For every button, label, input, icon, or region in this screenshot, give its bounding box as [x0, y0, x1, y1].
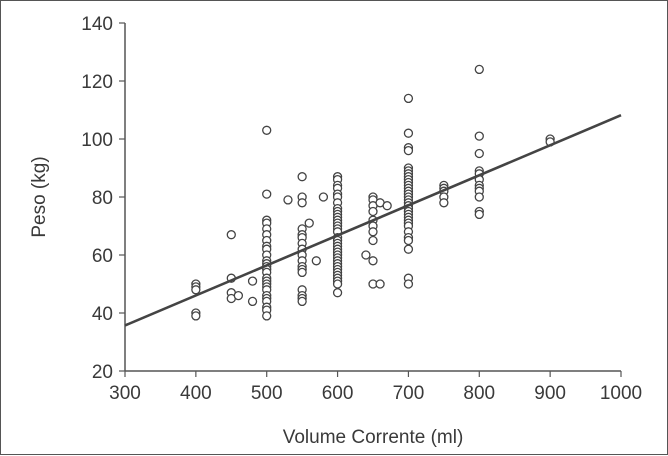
data-point — [403, 93, 414, 104]
data-point — [297, 172, 307, 182]
data-point — [403, 145, 414, 156]
data-point — [304, 218, 314, 228]
data-point — [283, 195, 293, 205]
data-point — [375, 279, 385, 289]
data-point — [403, 235, 414, 246]
data-point — [191, 285, 201, 295]
y-tick-label: 40 — [92, 304, 113, 325]
y-tick-label: 60 — [92, 246, 113, 267]
data-point — [311, 256, 321, 266]
data-point — [297, 296, 307, 307]
data-point — [247, 296, 258, 307]
x-tick-label: 300 — [109, 383, 141, 404]
data-point — [318, 192, 329, 202]
data-point — [474, 148, 484, 159]
data-point — [361, 250, 371, 260]
y-tick-label: 100 — [81, 130, 113, 151]
y-axis-title: Peso (kg) — [29, 156, 50, 237]
data-point — [262, 311, 272, 321]
data-point — [332, 288, 343, 298]
x-tick-label: 500 — [251, 383, 283, 404]
x-tick-label: 900 — [534, 383, 566, 404]
data-point — [474, 64, 484, 75]
trendline-group — [124, 114, 622, 327]
axis-ticks: 300 400 500 600 700 800 900 1000 20 40 60 80 100 120 1… — [81, 14, 642, 404]
trendline — [124, 114, 622, 327]
data-point — [368, 206, 378, 217]
x-tick-label: 600 — [322, 383, 354, 404]
data-point — [403, 279, 414, 289]
data-point — [403, 244, 414, 254]
data-point — [297, 267, 307, 278]
y-tick-label: 120 — [81, 72, 113, 93]
data-points — [191, 64, 555, 321]
data-point — [474, 131, 484, 141]
data-point — [226, 230, 236, 240]
x-axis-title: Volume Corrente (ml) — [283, 427, 464, 448]
data-point — [474, 192, 484, 202]
y-tick-label: 20 — [92, 362, 113, 383]
data-point — [368, 235, 378, 246]
x-tick-label: 400 — [180, 383, 212, 404]
data-point — [262, 189, 272, 199]
data-point — [368, 256, 378, 266]
y-tick-label: 80 — [92, 188, 113, 209]
data-point — [262, 125, 272, 135]
x-tick-label: 700 — [393, 383, 425, 404]
data-point — [297, 198, 307, 208]
data-point — [368, 227, 378, 237]
data-point — [233, 290, 244, 301]
y-tick-label: 140 — [81, 14, 113, 35]
data-point — [332, 279, 343, 289]
x-tick-label: 800 — [463, 383, 495, 404]
data-point — [382, 201, 392, 211]
data-point — [439, 198, 449, 208]
data-point — [191, 311, 201, 321]
data-point — [403, 128, 414, 138]
data-point — [247, 276, 258, 286]
x-tick-label: 1000 — [600, 383, 642, 404]
data-point — [474, 209, 484, 220]
